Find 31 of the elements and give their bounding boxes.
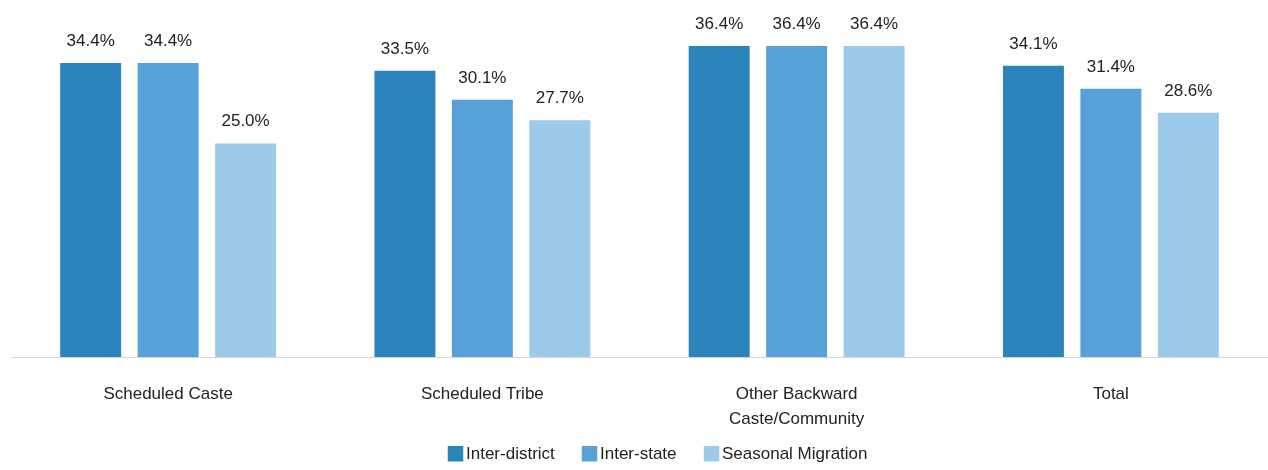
x-tick-label: Scheduled Caste xyxy=(103,383,233,403)
data-label: 34.4% xyxy=(144,31,193,51)
bar xyxy=(1080,88,1142,357)
data-label: 30.1% xyxy=(458,67,507,87)
bar xyxy=(1002,65,1064,357)
bar xyxy=(766,46,828,357)
legend-label: Seasonal Migration xyxy=(722,443,868,463)
data-label: 34.4% xyxy=(66,31,115,51)
bar xyxy=(374,70,436,357)
data-label: 27.7% xyxy=(535,88,584,108)
bar xyxy=(60,63,122,357)
data-label: 33.5% xyxy=(380,38,430,58)
data-label: 36.4% xyxy=(772,14,821,33)
bar xyxy=(451,99,513,357)
bar xyxy=(529,120,591,357)
bar xyxy=(215,143,277,357)
legend-label: Inter-district xyxy=(466,443,556,463)
legend-label: Inter-state xyxy=(600,443,677,463)
data-label: 31.4% xyxy=(1086,56,1135,76)
x-tick-label: Total xyxy=(1092,383,1129,403)
x-tick-label: Scheduled Tribe xyxy=(420,383,544,403)
bar xyxy=(1157,112,1219,357)
data-label: 25.0% xyxy=(221,111,270,131)
bar xyxy=(688,46,750,357)
bar xyxy=(843,46,905,357)
x-tick-label: Other Backward Caste/Community xyxy=(729,383,865,428)
data-label: 28.6% xyxy=(1164,80,1213,100)
bar xyxy=(137,63,199,357)
data-label: 36.4% xyxy=(695,14,744,33)
data-label: 34.1% xyxy=(1009,33,1058,53)
data-label: 36.4% xyxy=(849,14,899,33)
